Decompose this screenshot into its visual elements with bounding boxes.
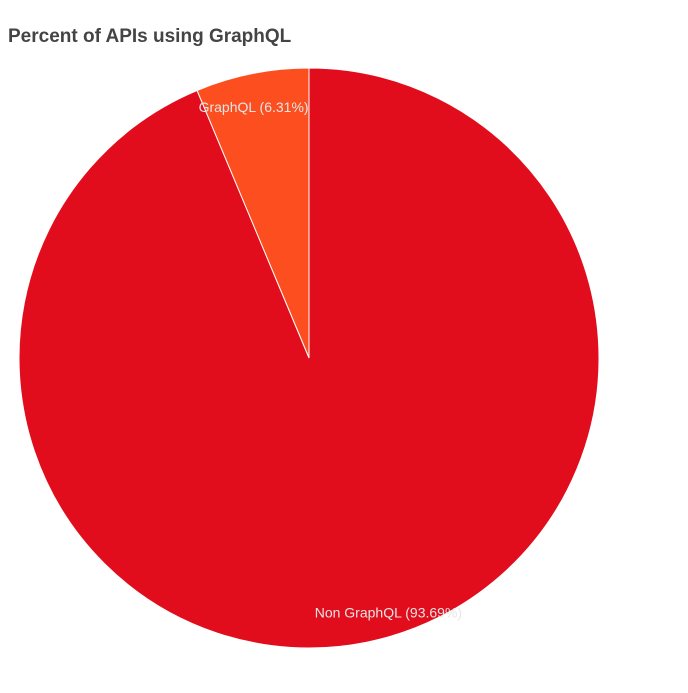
pie-slices <box>18 67 600 649</box>
pie-slice-label-1: Non GraphQL (93.69%) <box>315 605 462 621</box>
pie-slice-1 <box>18 67 600 649</box>
pie-labels: GraphQL (6.31%) Non GraphQL (93.69%) <box>199 99 462 621</box>
chart-title: Percent of APIs using GraphQL <box>8 26 292 47</box>
pie-slice-0 <box>196 67 310 359</box>
pie-slice-label-0: GraphQL (6.31%) <box>199 99 309 115</box>
